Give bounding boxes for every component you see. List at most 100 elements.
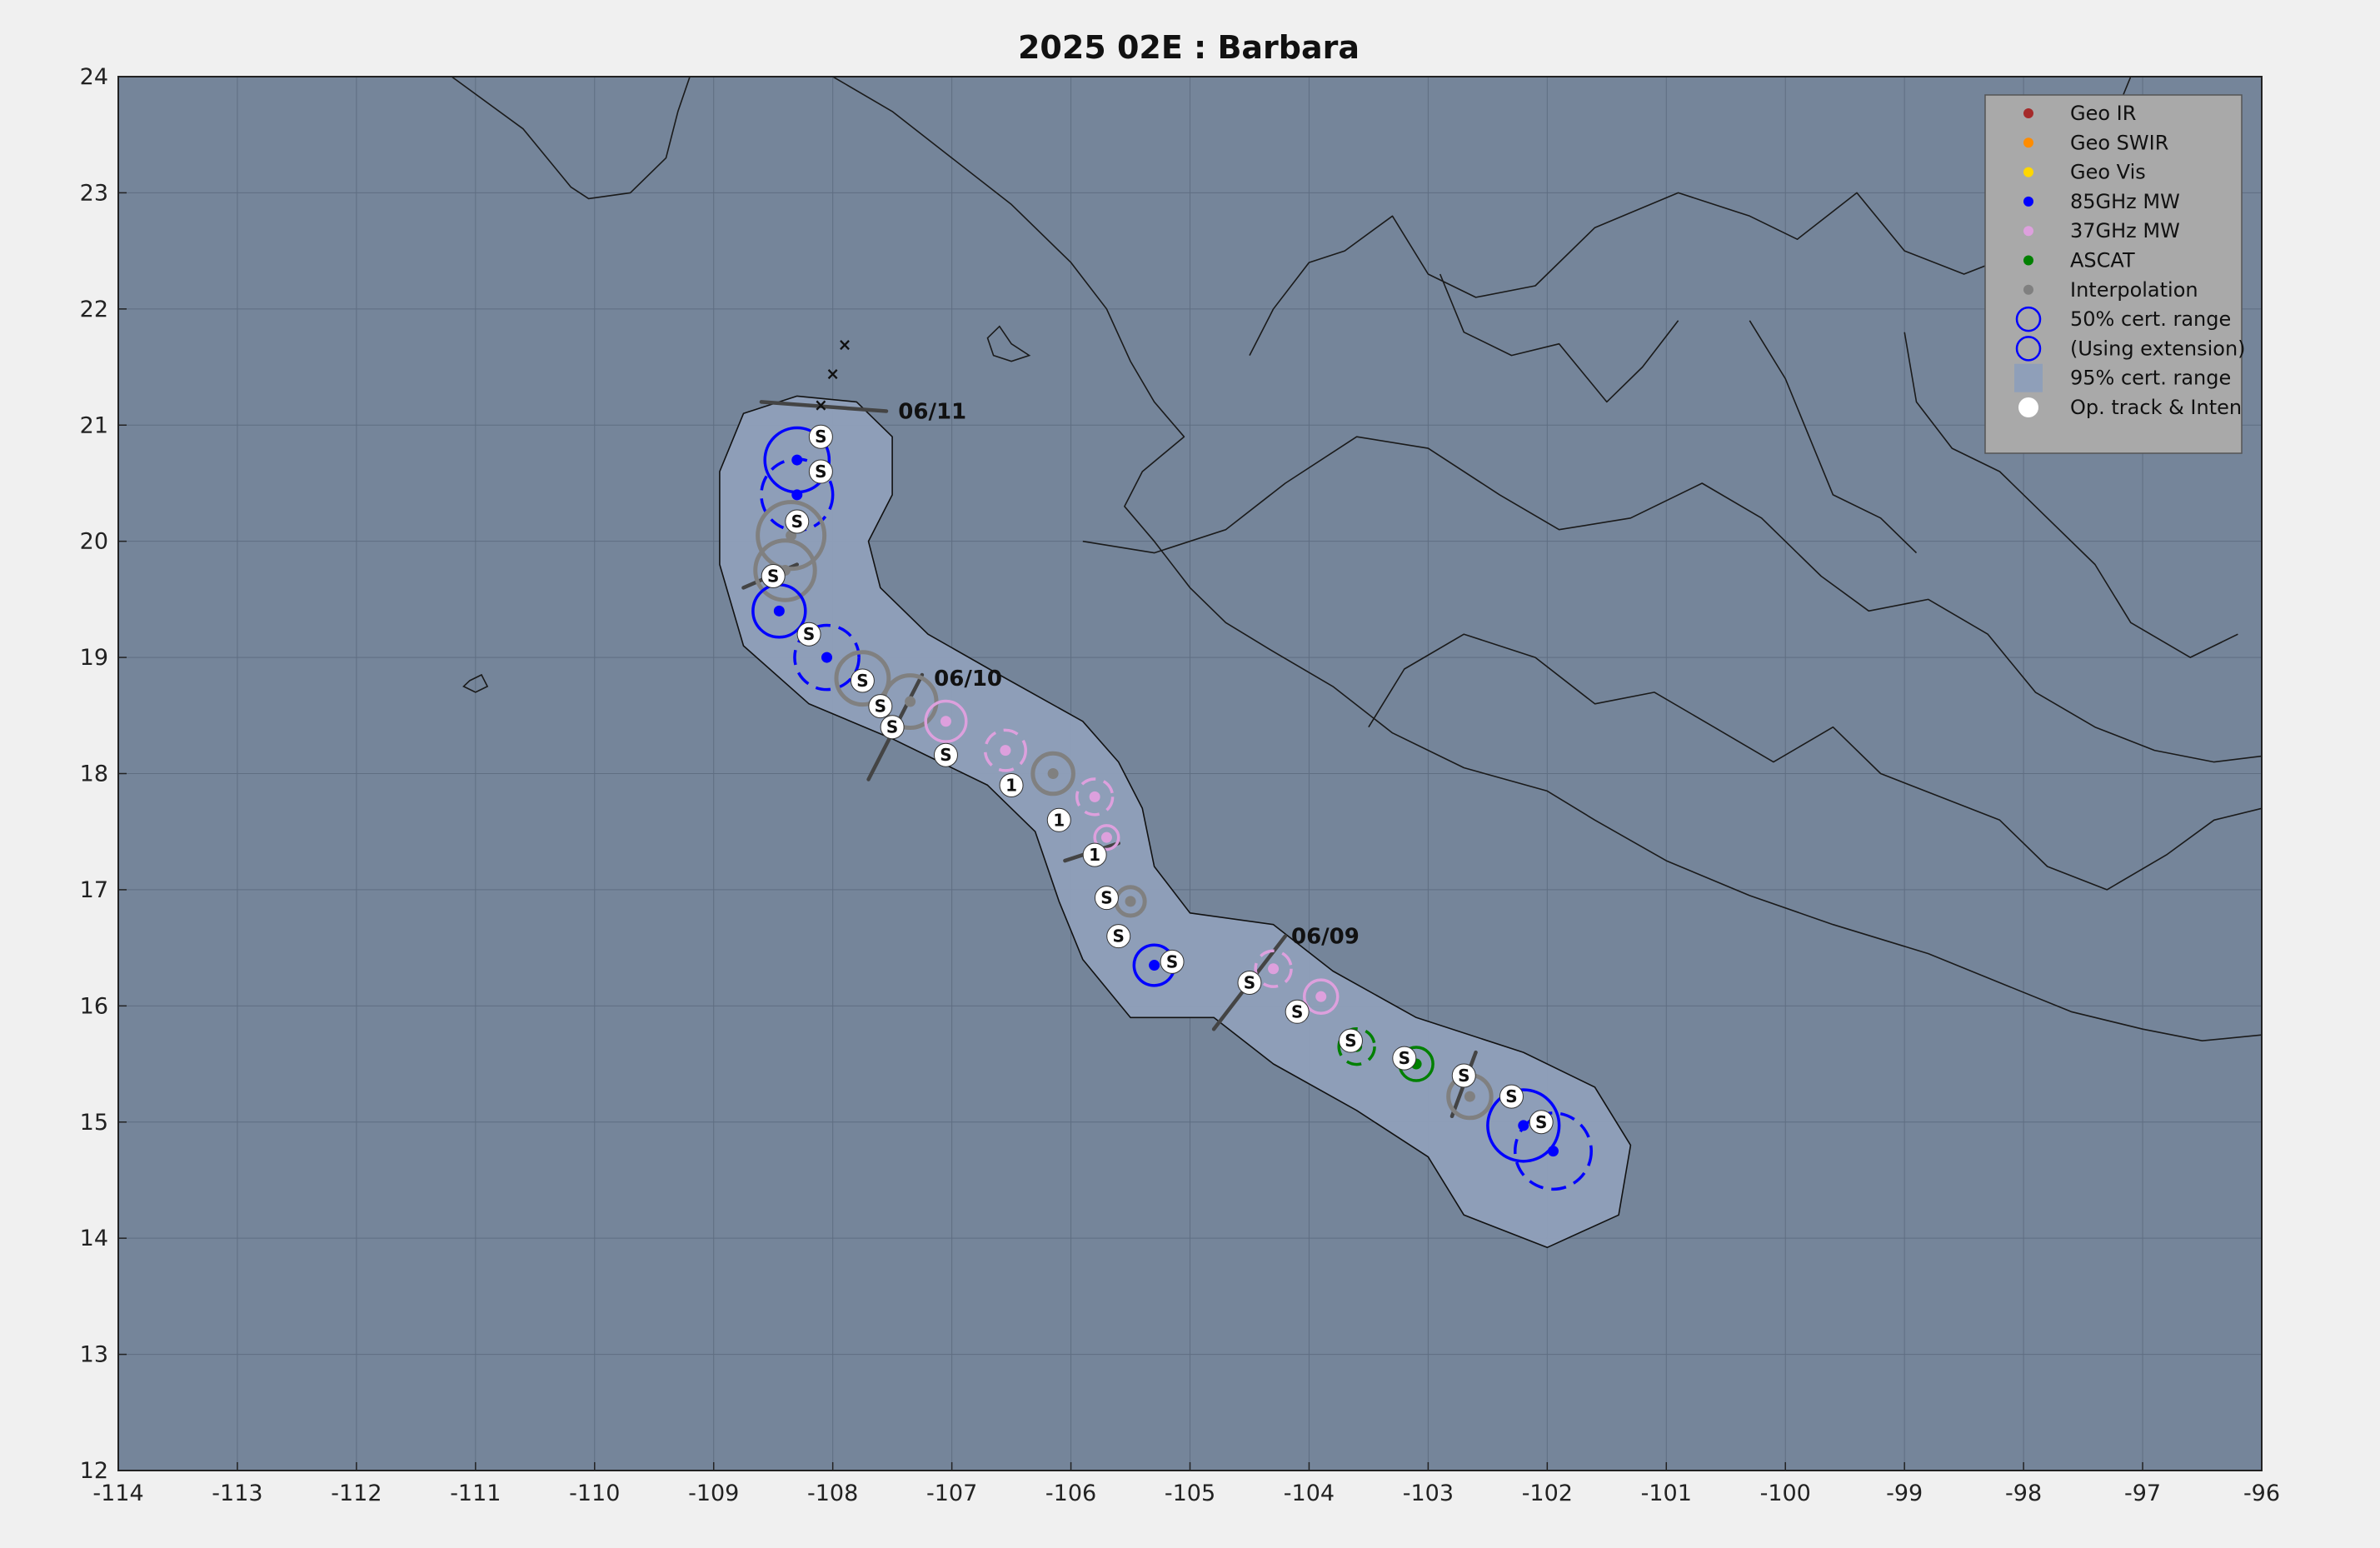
- op-track-intensity: S: [1399, 1048, 1410, 1068]
- date-label: 06/09: [1291, 925, 1360, 950]
- fix-point: [1464, 1091, 1475, 1102]
- axis-ticks: -114 -113 -112 -111 -110 -109 -108 -107 -106 -105…: [80, 64, 2280, 1506]
- map-title: 2025 02E : Barbara: [1018, 29, 1360, 66]
- op-track-intensity: S: [815, 427, 826, 447]
- op-track-intensity: S: [1505, 1086, 1517, 1106]
- op-track-intensity: S: [1345, 1031, 1356, 1051]
- cert-range-circle: [1254, 949, 1293, 988]
- cert-range-circle: [983, 728, 1027, 772]
- cert-range-circle: [756, 500, 827, 572]
- coastline: [1082, 436, 2262, 763]
- x-tick-label: -98: [2005, 1481, 2042, 1506]
- legend-marker: [2023, 108, 2033, 118]
- op-track-intensity: 1: [1053, 810, 1065, 830]
- op-track-intensity: S: [940, 745, 951, 765]
- island-outline: [986, 325, 1031, 362]
- op-track-point: [1499, 1084, 1524, 1109]
- fix-point: [940, 716, 951, 727]
- legend-label: 37GHz MW: [2070, 219, 2180, 242]
- op-track-point: [1046, 807, 1071, 832]
- x-tick-label: -109: [688, 1481, 739, 1506]
- legend-marker: [2023, 226, 2033, 237]
- fix-point: [821, 652, 833, 663]
- legend-marker: [2015, 306, 2042, 332]
- coastline: [832, 77, 2262, 1041]
- op-track-intensity: S: [875, 697, 886, 717]
- cone-95-layer: [719, 395, 1632, 1249]
- y-tick-label: 22: [80, 297, 108, 322]
- x-tick-label: -112: [331, 1481, 382, 1506]
- x-tick-label: -110: [569, 1481, 620, 1506]
- y-tick-label: 24: [80, 64, 108, 90]
- cert-range-circle: [1486, 1088, 1561, 1163]
- legend-label: 50% cert. range: [2070, 307, 2231, 331]
- forecast-marker: ×: [814, 395, 828, 415]
- x-tick-label: -111: [450, 1481, 501, 1506]
- cone-95-area: [719, 395, 1632, 1249]
- op-track-intensity: S: [1458, 1066, 1469, 1086]
- op-track-intensity: S: [856, 671, 868, 691]
- x-tick-label: -102: [1522, 1481, 1573, 1506]
- cert-range-circle: [1513, 1111, 1593, 1191]
- cert-range-circle: [753, 538, 817, 602]
- cert-range-circle: [834, 650, 891, 707]
- fix-point: [1089, 791, 1100, 802]
- op-track-point: [808, 424, 833, 449]
- x-tick-label: -106: [1045, 1481, 1096, 1506]
- legend-label: 85GHz MW: [2070, 190, 2180, 213]
- x-tick-label: -103: [1403, 1481, 1454, 1506]
- legend-label: Geo IR: [2070, 102, 2136, 125]
- op-track-intensity: S: [1291, 1001, 1303, 1021]
- legend-marker: [2023, 167, 2033, 177]
- legend-marker: [2018, 397, 2038, 417]
- op-track-point: [1392, 1046, 1417, 1071]
- coastline: [1749, 320, 1918, 554]
- op-track-intensity: S: [791, 512, 803, 532]
- legend-marker: [2014, 363, 2043, 392]
- op-track-point: [850, 668, 875, 693]
- y-tick-label: 13: [80, 1342, 108, 1368]
- y-tick-label: 12: [80, 1458, 108, 1484]
- op-track-point: [1106, 924, 1131, 949]
- coastline: [1439, 273, 1679, 403]
- op-track-point: [1160, 949, 1185, 974]
- y-tick-label: 16: [80, 993, 108, 1019]
- x-tick-label: -113: [212, 1481, 262, 1506]
- legend-marker: [2023, 284, 2033, 295]
- fix-point: [1047, 768, 1059, 779]
- legend-box: [1984, 94, 2243, 454]
- cert-range-circle: [1302, 978, 1340, 1015]
- cert-range-circle: [793, 623, 861, 692]
- op-track-point: [999, 772, 1024, 797]
- fix-point: [1315, 991, 1327, 1002]
- op-track-intensity: 1: [1089, 845, 1100, 865]
- op-track-intensity: S: [1535, 1112, 1547, 1132]
- op-track-point: [1082, 842, 1107, 867]
- op-track-point: [1094, 886, 1119, 911]
- x-tick-label: -100: [1760, 1481, 1811, 1506]
- op-track-intensity: S: [767, 566, 779, 586]
- cert-range-circle: [1030, 751, 1075, 796]
- op-track-intensity: 1: [1005, 775, 1017, 795]
- x-tick-label: -99: [1886, 1481, 1923, 1506]
- forecast-marker: ×: [838, 335, 852, 355]
- fix-point: [1000, 745, 1011, 757]
- legend-label: Geo SWIR: [2070, 131, 2168, 154]
- op-track-intensity: S: [1100, 888, 1112, 908]
- legend-label: ASCAT: [2070, 249, 2135, 272]
- x-tick-label: -96: [2243, 1481, 2280, 1506]
- x-tick-label: -114: [92, 1481, 143, 1506]
- cert-range-circle: [924, 699, 968, 743]
- fix-point: [1547, 1146, 1559, 1157]
- y-tick-label: 17: [80, 877, 108, 903]
- op-track-point: [808, 459, 833, 484]
- legend-label: Op. track & Inten: [2070, 396, 2242, 419]
- fix-point: [791, 489, 803, 501]
- legend-label: Geo Vis: [2070, 161, 2146, 184]
- x-tick-label: -107: [926, 1481, 977, 1506]
- op-track-point: [1338, 1028, 1363, 1053]
- y-tick-label: 18: [80, 762, 108, 787]
- island-outline: [462, 673, 489, 693]
- fix-point: [1100, 831, 1112, 843]
